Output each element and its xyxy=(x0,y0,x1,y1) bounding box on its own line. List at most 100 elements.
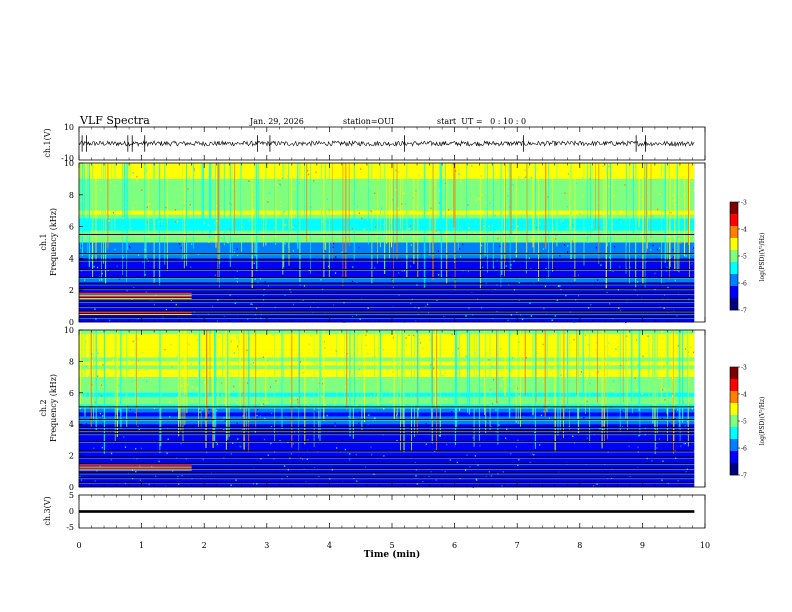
noise-speck xyxy=(126,289,128,292)
noise-speck xyxy=(175,457,177,459)
noise-speck xyxy=(489,202,491,204)
noise-speck xyxy=(408,228,410,230)
frequency-tick-label: 4 xyxy=(69,420,74,429)
noise-speck xyxy=(296,374,298,377)
noise-speck xyxy=(435,479,437,481)
noise-speck xyxy=(94,401,96,403)
frequency-tick-label: 4 xyxy=(69,254,74,263)
noise-speck xyxy=(281,205,283,207)
noise-speck xyxy=(530,163,532,165)
noise-speck xyxy=(391,460,393,462)
noise-speck xyxy=(565,294,567,297)
noise-speck xyxy=(564,485,566,487)
colorbar-segment xyxy=(730,415,738,428)
noise-speck xyxy=(624,265,626,268)
noise-speck xyxy=(459,226,461,228)
noise-speck xyxy=(454,335,456,338)
noise-speck xyxy=(383,455,385,457)
noise-speck xyxy=(321,221,323,223)
time-axis-label: Time (min) xyxy=(364,549,421,560)
noise-speck xyxy=(102,286,104,289)
noise-speck xyxy=(109,319,111,322)
noise-speck xyxy=(559,210,561,212)
noise-speck xyxy=(376,320,378,322)
noise-speck xyxy=(353,477,355,479)
colorbar-tick-label: -5 xyxy=(741,254,747,261)
frequency-tick-label: 8 xyxy=(69,191,74,200)
noise-speck xyxy=(260,313,262,315)
noise-speck xyxy=(254,278,256,280)
noise-speck xyxy=(568,246,570,248)
noise-speck xyxy=(79,475,81,478)
noise-speck xyxy=(108,220,110,222)
noise-speck xyxy=(122,392,124,394)
noise-speck xyxy=(312,301,315,303)
noise-speck xyxy=(333,242,335,245)
noise-speck xyxy=(125,377,127,379)
noise-speck xyxy=(238,402,240,404)
noise-speck xyxy=(270,379,273,382)
noise-speck xyxy=(654,288,656,291)
noise-speck xyxy=(563,233,565,235)
colorbar-segment xyxy=(730,463,738,476)
noise-speck xyxy=(317,363,319,366)
noise-speck xyxy=(390,380,392,382)
noise-speck xyxy=(664,399,666,401)
noise-speck xyxy=(460,255,462,258)
noise-speck xyxy=(460,165,462,168)
noise-speck xyxy=(430,183,432,186)
noise-speck xyxy=(529,207,531,209)
noise-speck xyxy=(267,285,269,287)
noise-speck xyxy=(419,475,421,477)
noise-speck xyxy=(600,264,602,266)
noise-speck xyxy=(259,350,261,352)
noise-speck xyxy=(199,411,201,414)
noise-speck xyxy=(686,180,688,182)
noise-speck xyxy=(291,177,293,179)
noise-speck xyxy=(114,248,116,251)
frequency-band xyxy=(79,384,695,390)
noise-speck xyxy=(314,410,316,413)
noise-speck xyxy=(89,243,91,245)
noise-speck xyxy=(543,386,546,388)
noise-speck xyxy=(232,420,234,422)
noise-speck xyxy=(262,403,265,405)
noise-speck xyxy=(142,376,144,378)
noise-speck xyxy=(353,447,355,449)
noise-speck xyxy=(145,369,147,371)
noise-speck xyxy=(175,303,177,306)
frequency-band xyxy=(79,298,695,303)
frequency-band xyxy=(79,420,695,425)
noise-speck xyxy=(467,272,469,275)
noise-speck xyxy=(318,409,320,411)
noise-speck xyxy=(648,265,650,267)
noise-speck xyxy=(189,476,191,478)
noise-speck xyxy=(373,239,376,242)
noise-speck xyxy=(146,475,149,477)
noise-speck xyxy=(294,181,296,184)
ch1-spectrogram-image xyxy=(79,163,705,324)
noise-speck xyxy=(206,465,208,467)
noise-speck xyxy=(467,222,469,225)
noise-speck xyxy=(180,385,183,387)
noise-speck xyxy=(264,417,266,420)
noise-speck xyxy=(623,299,625,301)
noise-speck xyxy=(335,350,337,352)
noise-speck xyxy=(141,207,144,209)
noise-speck xyxy=(239,445,241,448)
noise-speck xyxy=(438,274,440,276)
noise-speck xyxy=(229,228,231,231)
noise-speck xyxy=(418,307,420,309)
frequency-band xyxy=(79,314,695,319)
noise-speck xyxy=(135,448,137,450)
noise-speck xyxy=(93,447,95,449)
noise-speck xyxy=(395,169,397,172)
noise-speck xyxy=(312,379,314,381)
noise-speck xyxy=(133,286,135,289)
noise-speck xyxy=(336,244,338,246)
noise-speck xyxy=(307,404,309,407)
noise-speck xyxy=(423,207,425,209)
noise-speck xyxy=(597,403,599,406)
noise-speck xyxy=(188,343,190,345)
noise-speck xyxy=(579,286,581,289)
